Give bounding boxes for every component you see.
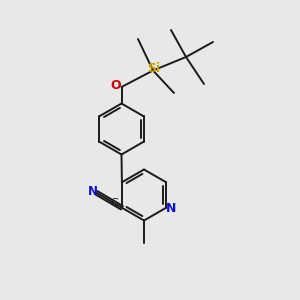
Text: N: N bbox=[166, 202, 176, 215]
Text: C: C bbox=[110, 198, 118, 208]
Text: Si: Si bbox=[147, 62, 160, 76]
Text: N: N bbox=[88, 185, 98, 198]
Text: O: O bbox=[110, 79, 121, 92]
